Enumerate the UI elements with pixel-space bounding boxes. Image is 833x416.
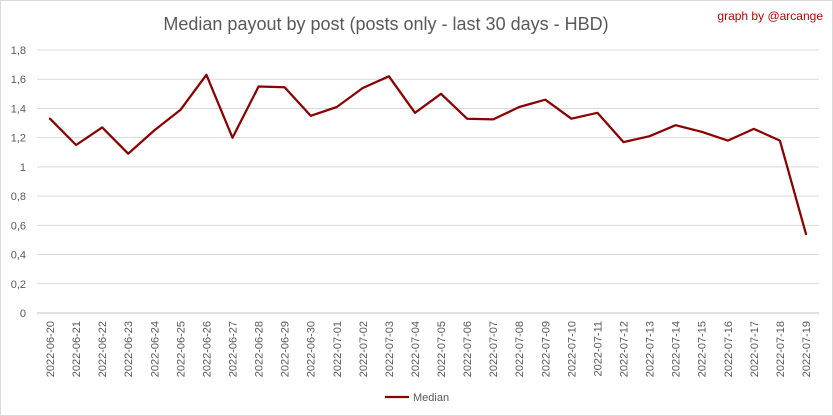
legend-label-median: Median <box>413 392 449 404</box>
chart-credit: graph by @arcange <box>717 9 823 23</box>
x-tick-label: 2022-06-23 <box>123 321 135 377</box>
x-tick-label: 2022-07-12 <box>619 321 631 377</box>
y-tick-label: 1,6 <box>11 74 26 86</box>
x-tick-label: 2022-07-04 <box>410 321 422 377</box>
x-axis: 2022-06-20 2022-06-21 2022-06-22 2022-06-23… <box>45 321 813 377</box>
y-tick-label: 1,2 <box>11 133 26 145</box>
x-tick-label: 2022-07-05 <box>436 321 448 377</box>
x-tick-label: 2022-06-21 <box>71 321 83 377</box>
chart-title: Median payout by post (posts only - last… <box>163 14 608 34</box>
x-tick-label: 2022-06-25 <box>175 321 187 377</box>
x-tick-label: 2022-07-01 <box>332 321 344 377</box>
y-tick-label: 1,4 <box>11 103 26 115</box>
x-tick-label: 2022-07-11 <box>592 321 604 376</box>
x-tick-label: 2022-07-03 <box>384 321 396 377</box>
x-tick-label: 2022-06-20 <box>45 321 57 377</box>
x-tick-label: 2022-07-17 <box>749 321 761 377</box>
y-tick-label: 0,8 <box>11 191 26 203</box>
x-tick-label: 2022-07-13 <box>645 321 657 377</box>
y-tick-label: 1 <box>20 162 26 174</box>
x-tick-label: 2022-06-26 <box>201 321 213 377</box>
x-tick-label: 2022-06-30 <box>306 321 318 377</box>
x-tick-label: 2022-07-07 <box>488 321 500 377</box>
x-tick-label: 2022-07-10 <box>566 321 578 377</box>
x-tick-label: 2022-07-09 <box>540 321 552 377</box>
x-tick-label: 2022-06-28 <box>254 321 266 377</box>
x-tick-label: 2022-06-22 <box>97 321 109 377</box>
y-tick-label: 0,4 <box>11 250 26 262</box>
x-tick-label: 2022-07-08 <box>514 321 526 377</box>
series-layer <box>48 73 808 236</box>
series-line-median <box>48 73 808 236</box>
grid-layer <box>37 49 819 314</box>
x-tick-label: 2022-07-02 <box>358 321 370 377</box>
x-tick-label: 2022-07-16 <box>723 321 735 377</box>
x-tick-label: 2022-07-06 <box>462 321 474 377</box>
x-tick-label: 2022-06-24 <box>149 321 161 377</box>
y-tick-label: 1,8 <box>11 45 26 57</box>
x-tick-label: 2022-07-15 <box>697 321 709 377</box>
y-tick-label: 0,6 <box>11 220 26 232</box>
x-tick-label: 2022-07-14 <box>671 321 683 377</box>
legend: Median <box>385 392 449 404</box>
x-tick-label: 2022-06-27 <box>228 321 240 377</box>
x-tick-label: 2022-07-19 <box>801 321 813 377</box>
y-tick-label: 0 <box>20 308 26 320</box>
x-tick-label: 2022-07-18 <box>775 321 787 377</box>
y-tick-label: 0,2 <box>11 279 26 291</box>
x-tick-label: 2022-06-29 <box>280 321 292 377</box>
y-axis: 0 0,2 0,4 0,6 0,8 1 1,2 1,4 1,6 1,8 <box>11 45 26 320</box>
